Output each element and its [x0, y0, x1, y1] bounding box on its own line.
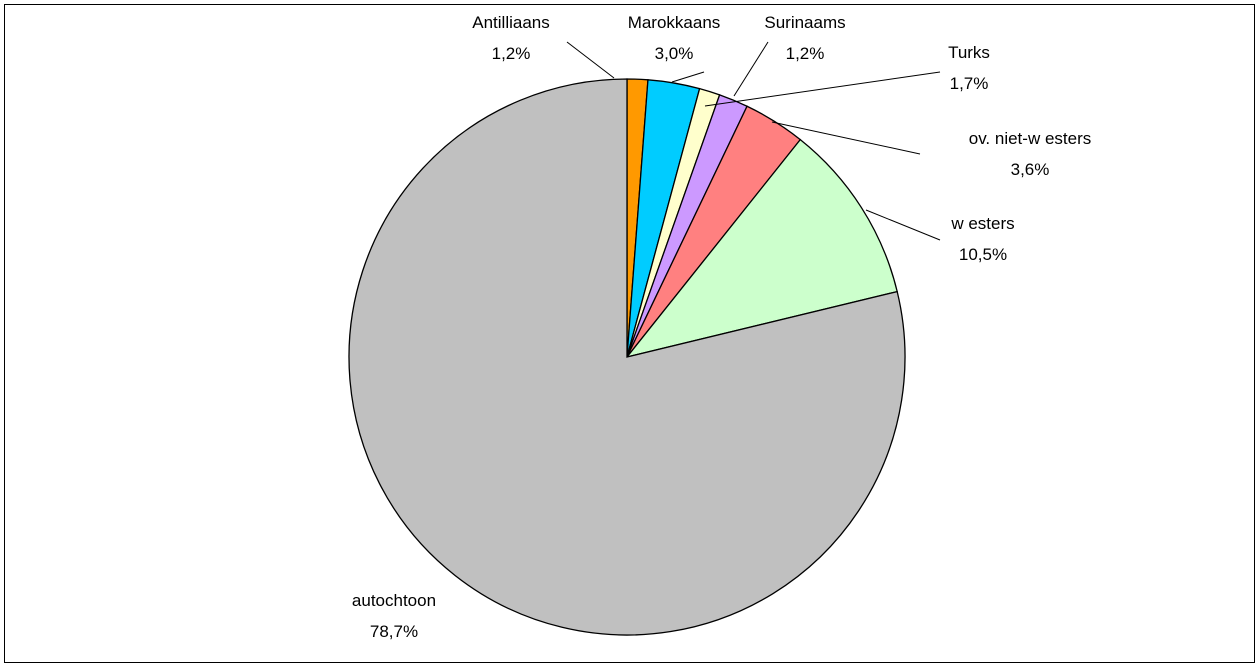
slice-value-label: 10,5%: [959, 245, 1007, 264]
slice-name-label: autochtoon: [352, 591, 436, 610]
pie-slice-autochtoon: [348, 78, 906, 636]
leader-line: [704, 71, 941, 107]
leader-line: [865, 209, 941, 241]
slice-value-label: 1,2%: [492, 44, 531, 63]
leader-lines: [566, 41, 941, 241]
pie-slices: [348, 78, 906, 636]
leader-line: [771, 121, 921, 155]
slice-name-label: Surinaams: [764, 13, 845, 32]
slice-value-label: 1,2%: [786, 44, 825, 63]
leader-line: [671, 71, 705, 83]
slice-name-label: ov. niet-w esters: [969, 129, 1092, 148]
pie-slice-w-esters: [625, 138, 898, 359]
slice-name-label: Antilliaans: [472, 13, 550, 32]
slice-value-label: 3,6%: [1011, 160, 1050, 179]
slice-value-label: 78,7%: [370, 622, 418, 641]
slice-name-label: Marokkaans: [628, 13, 721, 32]
slice-value-label: 3,0%: [655, 44, 694, 63]
leader-line: [733, 41, 769, 97]
slice-name-label: Turks: [948, 43, 990, 62]
slice-name-label: w esters: [950, 214, 1014, 233]
slice-value-label: 1,7%: [950, 74, 989, 93]
leader-line: [566, 41, 615, 79]
slice-labels: Antilliaans 1,2% Marokkaans 3,0% Surinaams 1,…: [352, 13, 1091, 641]
